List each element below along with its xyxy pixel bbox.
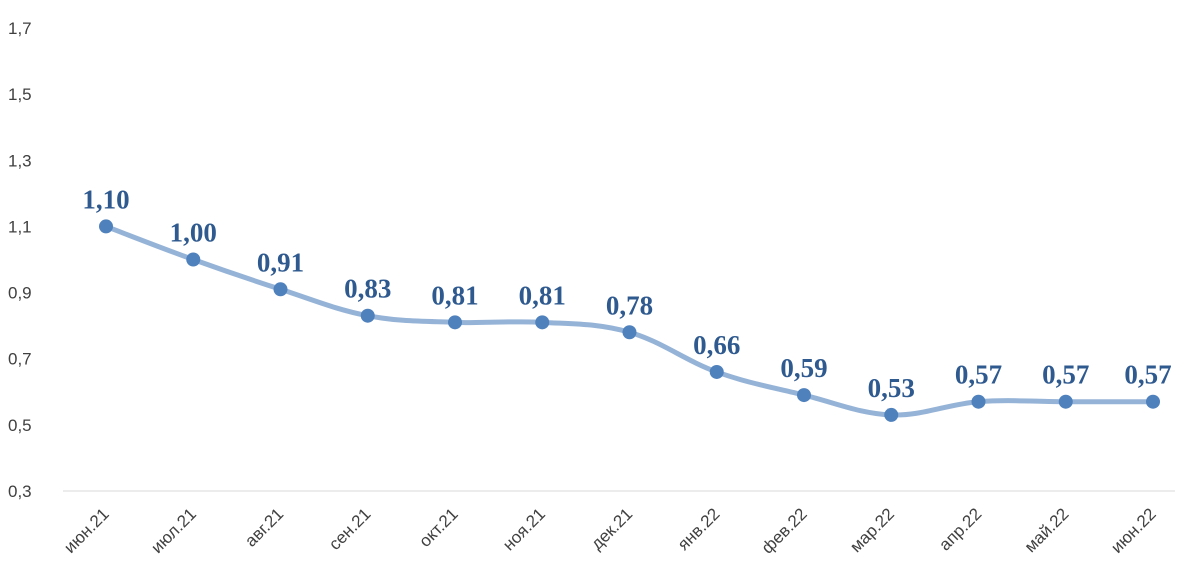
data-label: 0,91 [257,247,304,277]
data-point [1146,394,1160,409]
data-point [884,407,899,422]
x-tick-label: фев.22 [758,504,811,557]
data-label: 0,78 [606,290,653,320]
data-point [622,325,637,340]
data-markers [99,219,1160,422]
data-label: 0,57 [1124,360,1171,390]
x-tick-label: янв.22 [674,504,724,554]
x-tick-label: май.22 [1021,504,1073,556]
x-tick-label: дек.21 [587,504,636,553]
y-tick-label: 0,5 [8,416,32,435]
data-label: 0,83 [344,274,391,304]
data-point [448,315,462,330]
y-tick-label: 1,5 [8,85,32,104]
data-point [186,252,201,267]
y-axis-ticks: 0,3 0,5 0,7 0,9 1,1 1,3 1,5 1,7 [8,19,32,501]
y-tick-label: 0,3 [8,482,32,501]
x-tick-label: сен.21 [325,504,374,553]
x-tick-label: авг.21 [241,504,287,550]
data-label: 1,10 [82,184,129,214]
data-point [99,219,113,234]
data-point [360,308,375,323]
x-tick-label: июн.22 [1107,504,1160,557]
data-point [971,394,986,409]
data-label: 0,57 [1042,360,1089,390]
y-tick-label: 1,7 [8,19,32,38]
x-tick-label: окт.21 [415,504,461,550]
y-tick-label: 0,9 [8,284,32,303]
data-label: 0,81 [431,280,478,310]
data-label: 0,66 [693,330,740,360]
data-label: 0,81 [519,280,566,310]
y-tick-label: 1,1 [8,217,32,236]
data-point [797,388,811,403]
data-point [273,282,288,297]
data-point [1058,394,1073,409]
data-point [709,364,724,379]
x-tick-label: июн.21 [60,504,113,557]
x-axis-ticks: июн.21 июл.21 авг.21 сен.21 окт.21 ноя.21 дек.… [60,504,1160,557]
x-tick-label: мар.22 [846,504,898,556]
data-label: 1,00 [170,218,217,248]
x-tick-label: июл.21 [147,504,200,557]
x-tick-label: апр.22 [935,504,985,554]
y-tick-label: 1,3 [8,151,32,170]
data-label: 0,53 [868,373,915,403]
x-tick-label: ноя.21 [499,504,549,554]
data-point [535,315,550,330]
data-label: 0,59 [780,353,827,383]
data-label: 0,57 [955,360,1002,390]
y-tick-label: 0,7 [8,350,32,369]
data-labels: 1,10 1,00 0,91 0,83 0,81 0,81 0,78 0,66 0,59 0,53… [82,184,1171,403]
